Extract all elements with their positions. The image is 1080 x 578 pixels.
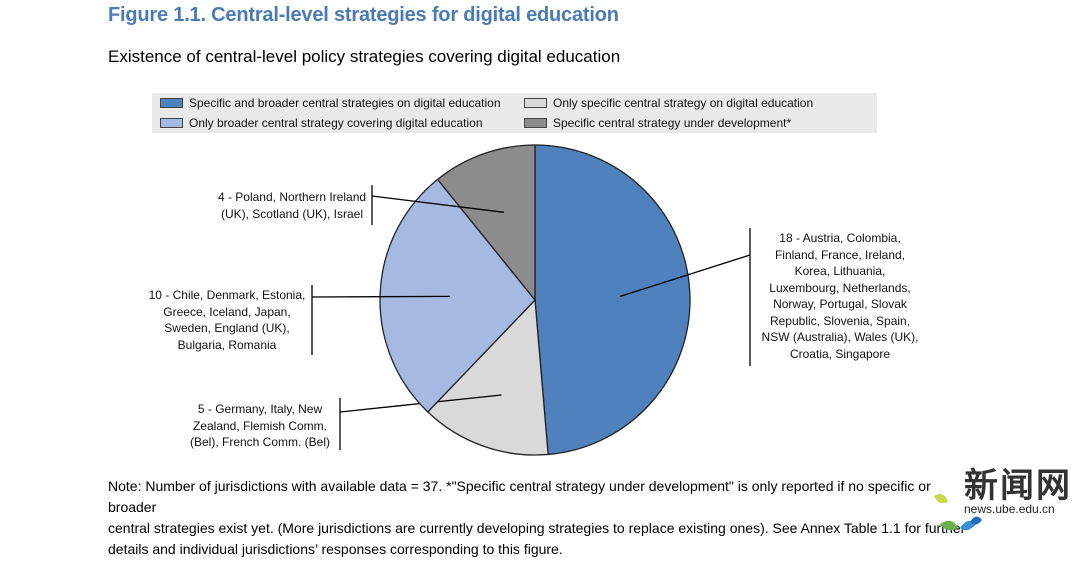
- watermark-url: news.ube.edu.cn: [964, 502, 1055, 516]
- slice-label-line: 18 - Austria, Colombia,: [779, 231, 901, 245]
- legend-item-specific-and-broader: Specific and broader central strategies …: [160, 96, 501, 110]
- slice-label-under-development: 4 - Poland, Northern Ireland (UK), Scotla…: [212, 189, 372, 222]
- slice-label-specific-and-broader: 18 - Austria, Colombia, Finland, France, …: [755, 230, 925, 362]
- legend-swatch: [160, 98, 183, 108]
- legend-swatch: [524, 118, 547, 128]
- watermark-logo-text: 新闻网: [964, 466, 1072, 506]
- note-line: Note: Number of jurisdictions with avail…: [108, 478, 931, 515]
- slice-label-only-specific: 5 - Germany, Italy, New Zealand, Flemish …: [180, 401, 340, 451]
- slice-label-line: (Bel), French Comm. (Bel): [189, 435, 331, 449]
- slice-label-only-broader: 10 - Chile, Denmark, Estonia, Greece, Ice…: [142, 287, 312, 353]
- legend-swatch: [160, 118, 183, 128]
- watermark-leaf-icon: [934, 494, 982, 531]
- slice-label-line: Zealand, Flemish Comm.: [192, 418, 328, 433]
- slice-label-line: 5 - Germany, Italy, New: [197, 402, 323, 416]
- slice-label-line: Greece, Iceland, Japan,: [163, 304, 291, 319]
- pie-chart: [311, 144, 751, 456]
- note-line: details and individual jurisdictions’ re…: [108, 541, 563, 557]
- slice-label-line: Republic, Slovenia, Spain,: [769, 313, 911, 328]
- slice-label-line: 10 - Chile, Denmark, Estonia,: [148, 288, 306, 302]
- leader-line-under-development: [371, 195, 505, 213]
- leader-line-specific-and-broader: [619, 254, 751, 298]
- legend-label: Only broader central strategy covering d…: [189, 116, 483, 130]
- legend-label: Specific and broader central strategies …: [189, 96, 501, 110]
- legend-swatch: [524, 98, 547, 108]
- leader-line-only-broader: [311, 295, 450, 298]
- slice-label-line: Bulgaria, Romania: [177, 337, 277, 352]
- watermark: 新闻网 news.ube.edu.cn: [930, 458, 1080, 548]
- legend-label: Only specific central strategy on digita…: [553, 96, 814, 110]
- figure-note: Note: Number of jurisdictions with avail…: [108, 476, 978, 560]
- slice-label-line: Sweden, England (UK),: [164, 321, 290, 335]
- slice-label-line: NSW (Australia), Wales (UK),: [761, 330, 919, 344]
- pie-slice-specific-and-broader: [534, 144, 691, 456]
- figure-subtitle: Existence of central-level policy strate…: [108, 47, 621, 66]
- figure-title: Figure 1.1. Central-level strategies for…: [108, 4, 619, 26]
- pie-slice-under-development: [436, 144, 536, 302]
- slice-label-line: Luxembourg, Netherlands,: [769, 280, 911, 295]
- pie-slice-only-broader: [379, 178, 536, 413]
- slice-label-line: Korea, Lithuania,: [794, 264, 886, 278]
- slice-label-line: Norway, Portugal, Slovak: [773, 297, 907, 311]
- legend-label: Specific central strategy under developm…: [553, 116, 792, 130]
- legend-item-only-broader: Only broader central strategy covering d…: [160, 116, 483, 130]
- slice-label-line: Croatia, Singapore: [789, 346, 891, 361]
- note-line: central strategies exist yet. (More juri…: [108, 520, 966, 536]
- slice-label-line: 4 - Poland, Northern Ireland: [217, 190, 367, 204]
- slice-label-line: (UK), Scotland (UK), Israel: [220, 206, 364, 221]
- slice-label-line: Finland, France, Ireland,: [774, 247, 906, 262]
- legend-item-under-development: Specific central strategy under developm…: [524, 116, 791, 130]
- pie-slice-only-specific: [426, 298, 549, 456]
- legend-item-only-specific: Only specific central strategy on digita…: [524, 96, 813, 110]
- chart-legend: Specific and broader central strategies …: [152, 93, 877, 133]
